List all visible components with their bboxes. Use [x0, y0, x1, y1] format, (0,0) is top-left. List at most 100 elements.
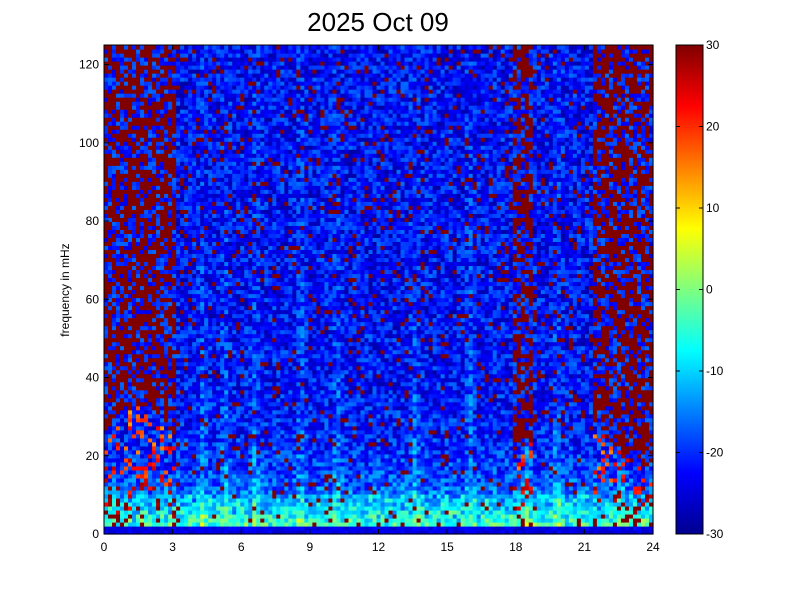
heatmap-cell	[116, 385, 121, 391]
heatmap-cell	[164, 57, 169, 62]
heatmap-cell	[120, 297, 125, 303]
heatmap-cell	[216, 437, 221, 443]
heatmap-cell	[204, 293, 209, 299]
heatmap-cell	[112, 241, 117, 247]
heatmap-cell	[124, 505, 129, 511]
heatmap-cell	[116, 381, 121, 387]
heatmap-cell	[208, 77, 213, 82]
heatmap-cell	[264, 485, 269, 491]
heatmap-cell	[236, 285, 241, 291]
heatmap-cell	[144, 189, 149, 194]
heatmap-cell	[124, 453, 129, 459]
heatmap-cell	[116, 373, 121, 379]
heatmap-cell	[220, 105, 225, 110]
heatmap-cell	[140, 425, 145, 431]
heatmap-cell	[200, 429, 205, 435]
heatmap-cell	[176, 197, 181, 202]
heatmap-cell	[168, 473, 173, 479]
heatmap-cell	[236, 221, 241, 226]
heatmap-cell	[140, 77, 145, 82]
heatmap-cell	[176, 469, 181, 475]
heatmap-cell	[204, 93, 209, 98]
heatmap-cell	[108, 289, 113, 295]
heatmap-cell	[228, 445, 233, 451]
heatmap-cell	[128, 245, 133, 251]
heatmap-cell	[164, 141, 169, 146]
heatmap-cell	[116, 141, 121, 146]
heatmap-cell	[116, 357, 121, 363]
heatmap-cell	[188, 341, 193, 347]
heatmap-cell	[216, 61, 221, 66]
heatmap-cell	[204, 185, 209, 190]
heatmap-cell	[228, 69, 233, 74]
heatmap-cell	[108, 361, 113, 367]
heatmap-cell	[228, 453, 233, 459]
heatmap-cell	[200, 481, 205, 487]
heatmap-cell	[168, 121, 173, 126]
heatmap-cell	[160, 329, 165, 335]
heatmap-cell	[196, 169, 201, 174]
heatmap-cell	[116, 269, 121, 275]
heatmap-cell	[188, 321, 193, 327]
heatmap-cell	[248, 425, 253, 431]
heatmap-cell	[240, 365, 245, 371]
heatmap-cell	[136, 321, 141, 327]
heatmap-cell	[120, 81, 125, 86]
heatmap-cell	[132, 85, 137, 90]
heatmap-cell	[120, 57, 125, 62]
heatmap-cell	[208, 501, 213, 507]
heatmap-cell	[228, 501, 233, 507]
heatmap-cell	[244, 213, 249, 218]
heatmap-cell	[252, 461, 257, 467]
heatmap-cell	[144, 117, 149, 122]
heatmap-cell	[244, 193, 249, 198]
heatmap-cell	[132, 125, 137, 130]
heatmap-cell	[248, 261, 253, 267]
heatmap-cell	[240, 305, 245, 311]
heatmap-cell	[188, 373, 193, 379]
heatmap-cell	[172, 89, 177, 94]
heatmap-cell	[256, 281, 261, 287]
heatmap-cell	[144, 101, 149, 106]
heatmap-cell	[156, 209, 161, 214]
heatmap-cell	[236, 449, 241, 455]
heatmap-cell	[160, 65, 165, 70]
heatmap-cell	[160, 521, 165, 527]
heatmap-cell	[264, 149, 269, 154]
heatmap-cell	[144, 253, 149, 259]
heatmap-cell	[240, 437, 245, 443]
heatmap-cell	[212, 505, 217, 511]
heatmap-cell	[220, 145, 225, 150]
heatmap-cell	[168, 237, 173, 242]
heatmap-cell	[236, 389, 241, 395]
heatmap-cell	[156, 125, 161, 130]
heatmap-cell	[240, 513, 245, 519]
heatmap-cell	[164, 349, 169, 355]
heatmap-cell	[228, 229, 233, 234]
heatmap-cell	[112, 233, 117, 238]
heatmap-cell	[176, 461, 181, 467]
heatmap-cell	[152, 349, 157, 355]
heatmap-cell	[184, 333, 189, 339]
heatmap-cell	[260, 209, 265, 214]
heatmap-cell	[236, 461, 241, 467]
heatmap-cell	[116, 289, 121, 295]
heatmap-cell	[132, 501, 137, 507]
heatmap-cell	[240, 469, 245, 475]
heatmap-cell	[176, 477, 181, 483]
heatmap-cell	[156, 445, 161, 451]
heatmap-cell	[200, 69, 205, 74]
heatmap-cell	[260, 505, 265, 511]
heatmap-cell	[148, 293, 153, 299]
heatmap-cell	[232, 161, 237, 166]
heatmap-cell	[192, 93, 197, 98]
heatmap-cell	[256, 161, 261, 166]
heatmap-cell	[208, 157, 213, 162]
heatmap-cell	[148, 321, 153, 327]
heatmap-cell	[152, 89, 157, 94]
heatmap-cell	[104, 417, 109, 423]
heatmap-cell	[180, 193, 185, 198]
heatmap-cell	[124, 45, 129, 50]
heatmap-cell	[172, 269, 177, 275]
heatmap-cell	[136, 341, 141, 347]
